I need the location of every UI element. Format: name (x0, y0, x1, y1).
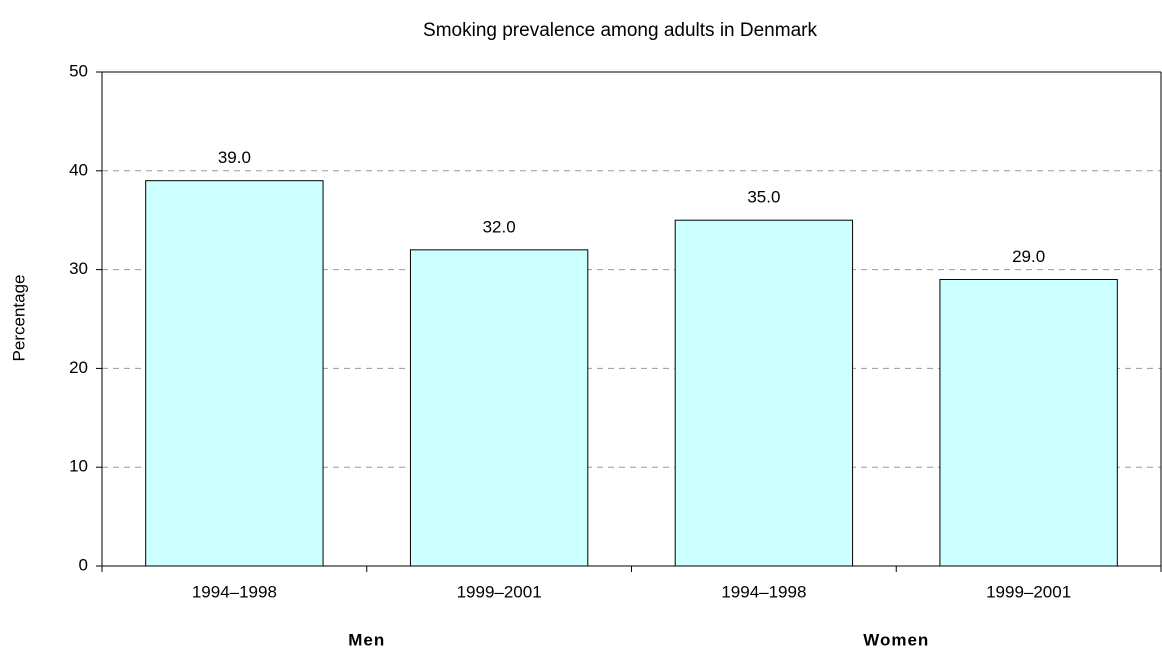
y-tick-label: 40 (69, 160, 88, 179)
y-axis-label: Percentage (9, 275, 28, 362)
x-tick-label: 1994–1998 (721, 582, 806, 601)
bar (674, 219, 854, 567)
y-tick-label: 30 (69, 259, 88, 278)
group-label: Men (348, 630, 385, 649)
y-tick-label: 20 (69, 358, 88, 377)
y-tick-label: 0 (79, 555, 88, 574)
value-label: 35.0 (747, 188, 780, 207)
x-tick-label: 1999–2001 (457, 582, 542, 601)
value-label: 32.0 (483, 217, 516, 236)
y-tick-label: 10 (69, 457, 88, 476)
value-label: 39.0 (218, 148, 251, 167)
bar (145, 180, 324, 567)
y-tick-label: 50 (69, 61, 88, 80)
bar (939, 278, 1118, 567)
x-tick-label: 1994–1998 (192, 582, 277, 601)
x-tick-label: 1999–2001 (986, 582, 1071, 601)
value-label: 29.0 (1012, 247, 1045, 266)
bar (409, 249, 589, 567)
chart-title: Smoking prevalence among adults in Denma… (423, 20, 817, 41)
group-label: Women (863, 630, 929, 649)
